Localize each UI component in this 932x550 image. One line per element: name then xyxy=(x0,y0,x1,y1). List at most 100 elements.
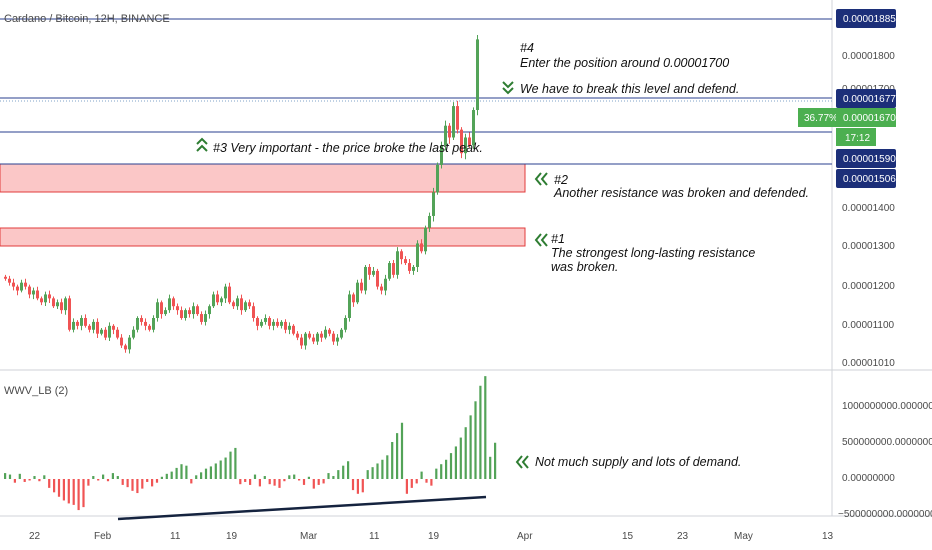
volume-bar-positive xyxy=(474,401,477,479)
candle-down xyxy=(448,123,451,144)
annotation-volume[interactable]: Not much supply and lots of demand. xyxy=(535,455,741,469)
candle-body xyxy=(380,286,383,291)
resistance-zone-2[interactable] xyxy=(0,163,526,193)
candle-down xyxy=(160,300,163,319)
volume-bar-positive xyxy=(209,466,212,479)
volume-tick: 1000000000.00000000 xyxy=(842,401,932,412)
candle-down xyxy=(52,296,55,309)
candle-body xyxy=(140,317,143,322)
volume-bar-negative xyxy=(48,479,51,488)
candle-body xyxy=(172,298,175,307)
chevron-down-icon xyxy=(502,81,514,95)
candle-body xyxy=(120,337,123,346)
candle-body xyxy=(28,286,31,295)
volume-bar-negative xyxy=(53,479,56,493)
annotation-4-title[interactable]: #4 xyxy=(520,41,534,55)
volume-bar-positive xyxy=(435,468,438,479)
candle-body xyxy=(40,298,43,303)
annotation-1-body-line2[interactable]: was broken. xyxy=(551,260,618,274)
time-label: May xyxy=(734,531,753,542)
volume-bar-positive xyxy=(214,463,217,479)
annotation-4-body[interactable]: Enter the position around 0.00001700 xyxy=(520,56,729,70)
candle-up xyxy=(464,133,467,160)
candle-up xyxy=(304,331,307,350)
volume-bar-positive xyxy=(332,476,335,479)
annotation-break-level[interactable]: We have to break this level and defend. xyxy=(520,82,739,96)
candle-down xyxy=(4,274,7,281)
volume-bar-positive xyxy=(253,474,257,479)
change-badge: 36.77% xyxy=(798,108,838,127)
chevron-left-icon xyxy=(534,172,548,186)
volume-bar-positive xyxy=(165,473,168,479)
candle-up xyxy=(432,187,435,222)
resistance-zone-1[interactable] xyxy=(0,227,526,247)
volume-bar-negative xyxy=(268,479,271,485)
volume-bar-negative xyxy=(430,479,433,486)
volume-bar-positive xyxy=(185,465,188,479)
candle-down xyxy=(28,284,31,299)
candle-body xyxy=(16,286,19,291)
annotation-2-body[interactable]: Another resistance was broken and defend… xyxy=(553,186,809,200)
volume-bar-series xyxy=(4,376,497,511)
annotation-2-title[interactable]: #2 xyxy=(554,173,568,187)
volume-bar-positive xyxy=(386,455,389,479)
candle-up xyxy=(424,225,427,255)
volume-bar-negative xyxy=(298,479,301,481)
candle-up xyxy=(56,299,59,309)
candle-body xyxy=(296,333,299,338)
symbol-title: Cardano / Bitcoin, 12H, BINANCE xyxy=(4,13,170,25)
candle-body xyxy=(188,310,191,315)
volume-trendline[interactable] xyxy=(117,495,487,521)
volume-bar-positive xyxy=(400,422,404,479)
candle-body xyxy=(384,278,387,291)
time-label: 15 xyxy=(622,531,634,542)
volume-bar-negative xyxy=(283,479,286,482)
volume-bar-positive xyxy=(376,463,379,479)
candle-up xyxy=(152,315,155,333)
candle-body xyxy=(108,325,111,338)
candle-down xyxy=(84,314,87,328)
candle-down xyxy=(408,259,411,274)
volume-bar-negative xyxy=(302,479,306,485)
volume-bar-positive xyxy=(263,476,266,479)
candle-down xyxy=(300,334,303,349)
volume-bar-negative xyxy=(87,479,90,486)
candle-up xyxy=(428,212,431,233)
candle-down xyxy=(392,260,395,278)
annotation-1-title[interactable]: #1 xyxy=(551,232,565,246)
volume-bar-positive xyxy=(195,475,198,479)
candle-body xyxy=(424,227,427,252)
candle-body xyxy=(388,263,391,279)
price-tick: 0.00001010 xyxy=(842,358,895,369)
volume-bar-positive xyxy=(33,476,36,479)
candle-body xyxy=(228,286,231,303)
candle-down xyxy=(228,282,231,305)
candle-body xyxy=(316,333,319,342)
candle-body xyxy=(256,317,259,326)
candle-body xyxy=(196,306,199,315)
volume-bar-negative xyxy=(67,479,70,504)
candle-body xyxy=(212,294,215,307)
volume-bar-negative xyxy=(136,479,139,494)
volume-bar-positive xyxy=(454,446,457,479)
candle-body xyxy=(332,333,335,342)
candle-up xyxy=(80,315,83,331)
volume-bar-positive xyxy=(288,475,291,479)
candle-body xyxy=(336,337,339,342)
annotation-1-body-line1[interactable]: The strongest long-lasting resistance xyxy=(551,246,755,260)
candlestick-series xyxy=(4,35,479,354)
candle-body xyxy=(444,125,447,146)
candle-down xyxy=(188,307,191,318)
candle-body xyxy=(476,39,479,111)
annotation-3[interactable]: #3 Very important - the price broke the … xyxy=(213,141,483,155)
candle-down xyxy=(320,331,323,342)
candle-up xyxy=(388,261,391,281)
candle-body xyxy=(360,282,363,291)
candle-up xyxy=(128,335,131,354)
price-tick: 0.00001300 xyxy=(842,241,895,252)
candle-body xyxy=(292,325,295,334)
volume-bar-positive xyxy=(234,447,237,479)
volume-bar-positive xyxy=(4,473,7,479)
volume-bar-positive xyxy=(464,427,467,479)
